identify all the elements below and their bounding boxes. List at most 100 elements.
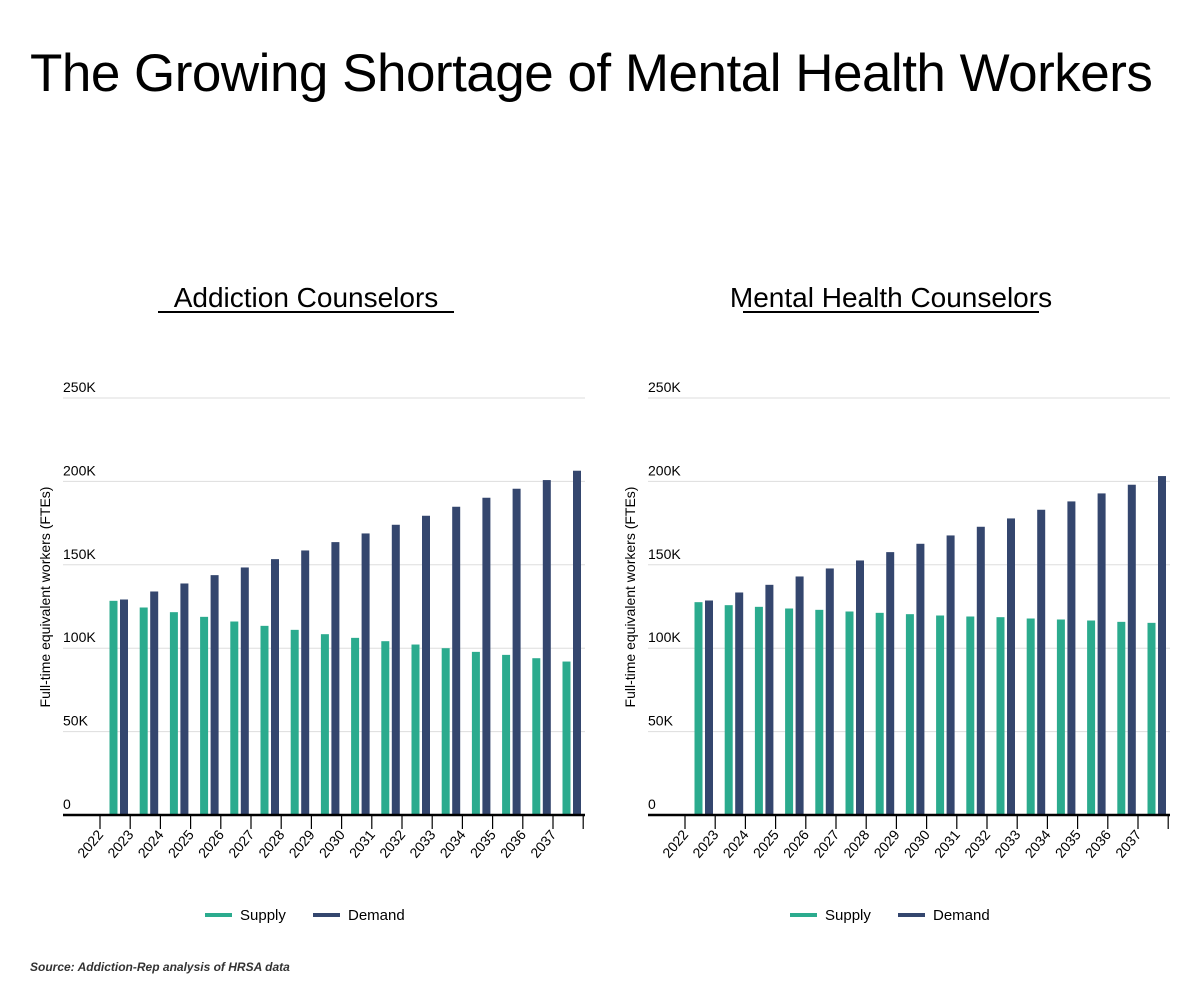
y-tick-label: 250K — [63, 379, 96, 395]
bar-demand-2032 — [1007, 518, 1015, 815]
bar-supply-2025 — [200, 616, 209, 815]
y-tick-label: 200K — [63, 462, 96, 478]
x-tick-label: 2033 — [406, 826, 438, 860]
bar-demand-2037 — [1158, 476, 1166, 815]
x-tick-label: 2034 — [1021, 826, 1053, 860]
bar-supply-2031 — [966, 616, 975, 815]
bar-demand-2033 — [1037, 509, 1046, 815]
x-tick-label: 2036 — [1082, 826, 1114, 860]
x-tick-label: 2022 — [74, 826, 106, 860]
bar-supply-2028 — [290, 629, 299, 815]
page-title: The Growing Shortage of Mental Health Wo… — [30, 44, 1153, 103]
bar-demand-2023 — [150, 591, 159, 815]
bar-supply-2035 — [1087, 620, 1096, 815]
bar-supply-2037 — [1147, 622, 1156, 815]
x-tick-label: 2029 — [285, 826, 317, 860]
x-tick-label: 2037 — [1112, 826, 1144, 860]
chart-svg: Addiction Counselors 0 50K 100K 150K 200K 250K… — [37, 282, 585, 924]
bar-supply-2036 — [1117, 621, 1126, 815]
y-axis-label: Full-time equivalent workers (FTEs) — [37, 487, 53, 708]
bar-supply-2022 — [109, 600, 118, 815]
bar-supply-2024 — [169, 612, 178, 815]
bar-demand-2033 — [452, 506, 461, 815]
x-tick-label: 2032 — [961, 826, 993, 860]
chart-svg: Mental Health Counselors 0 50K 100K 150K 200K… — [622, 282, 1170, 924]
x-tick-label: 2027 — [225, 826, 257, 860]
x-tick-label: 2030 — [901, 826, 933, 860]
y-tick-label: 100K — [63, 629, 96, 645]
x-tick-label: 2029 — [870, 826, 902, 860]
x-tick-label: 2037 — [527, 826, 559, 860]
bar-supply-2033 — [1026, 618, 1035, 815]
bar-supply-2026 — [815, 609, 824, 815]
chart-title: Mental Health Counselors — [730, 282, 1052, 313]
bar-supply-2026 — [230, 621, 239, 815]
bar-demand-2031 — [976, 526, 985, 815]
bar-supply-2034 — [471, 651, 480, 815]
x-tick-label: 2030 — [316, 826, 348, 860]
bar-demand-2027 — [856, 560, 864, 815]
bar-supply-2029 — [905, 614, 914, 815]
y-tick-label: 250K — [648, 379, 681, 395]
x-tick-label: 2035 — [467, 826, 499, 860]
bar-supply-2028 — [875, 612, 884, 815]
y-tick-label: 150K — [648, 546, 681, 562]
y-tick-label: 200K — [648, 462, 681, 478]
bar-supply-2025 — [785, 608, 794, 815]
bar-supply-2033 — [441, 648, 450, 815]
x-tick-label: 2028 — [840, 826, 872, 860]
bar-demand-2035 — [512, 488, 521, 815]
bar-demand-2030 — [361, 533, 370, 815]
y-tick-label: 100K — [648, 629, 681, 645]
bar-demand-2030 — [946, 535, 955, 815]
bar-demand-2034 — [482, 497, 491, 815]
y-tick-label: 50K — [648, 713, 674, 729]
x-tick-label: 2023 — [689, 826, 721, 860]
x-tick-label: 2023 — [104, 826, 136, 860]
bar-supply-2029 — [320, 634, 329, 815]
bar-supply-2036 — [532, 658, 541, 815]
chart-mental-health-counselors: Mental Health Counselors 0 50K 100K 150K 200K… — [585, 250, 1185, 950]
x-tick-label: 2034 — [436, 826, 468, 860]
x-tick-label: 2024 — [719, 826, 751, 860]
bar-demand-2028 — [886, 552, 895, 815]
chart-title: Addiction Counselors — [174, 282, 439, 313]
x-tick-label: 2025 — [165, 826, 197, 860]
bar-supply-2022 — [694, 602, 703, 815]
bar-supply-2034 — [1056, 619, 1065, 815]
legend-label-supply: Supply — [240, 907, 286, 924]
y-tick-label: 0 — [648, 796, 656, 812]
bar-demand-2025 — [795, 576, 804, 815]
legend-label-demand: Demand — [348, 907, 405, 924]
y-tick-label: 50K — [63, 713, 89, 729]
bar-supply-2032 — [411, 644, 420, 815]
bar-demand-2023 — [735, 592, 744, 815]
x-tick-label: 2022 — [659, 826, 691, 860]
x-tick-label: 2031 — [931, 826, 963, 860]
x-tick-label: 2032 — [376, 826, 408, 860]
bar-supply-2030 — [936, 615, 945, 815]
bar-supply-2023 — [724, 605, 733, 815]
bar-demand-2035 — [1097, 493, 1106, 815]
y-tick-label: 150K — [63, 546, 96, 562]
x-tick-label: 2027 — [810, 826, 842, 860]
bar-supply-2024 — [754, 606, 763, 815]
y-tick-label: 0 — [63, 796, 71, 812]
bar-demand-2031 — [391, 524, 400, 815]
bar-demand-2024 — [180, 583, 189, 815]
legend-label-demand: Demand — [933, 907, 990, 924]
x-tick-label: 2031 — [346, 826, 378, 860]
x-tick-label: 2025 — [750, 826, 782, 860]
bar-supply-2031 — [381, 641, 390, 815]
bar-demand-2027 — [271, 559, 279, 815]
bar-demand-2032 — [422, 515, 430, 815]
bar-demand-2022 — [705, 600, 713, 815]
bar-demand-2037 — [573, 470, 581, 815]
bar-supply-2032 — [996, 617, 1005, 815]
x-tick-label: 2026 — [780, 826, 812, 860]
x-tick-label: 2026 — [195, 826, 227, 860]
bar-demand-2026 — [825, 568, 834, 815]
x-tick-label: 2028 — [255, 826, 287, 860]
x-tick-label: 2033 — [991, 826, 1023, 860]
legend-label-supply: Supply — [825, 907, 871, 924]
